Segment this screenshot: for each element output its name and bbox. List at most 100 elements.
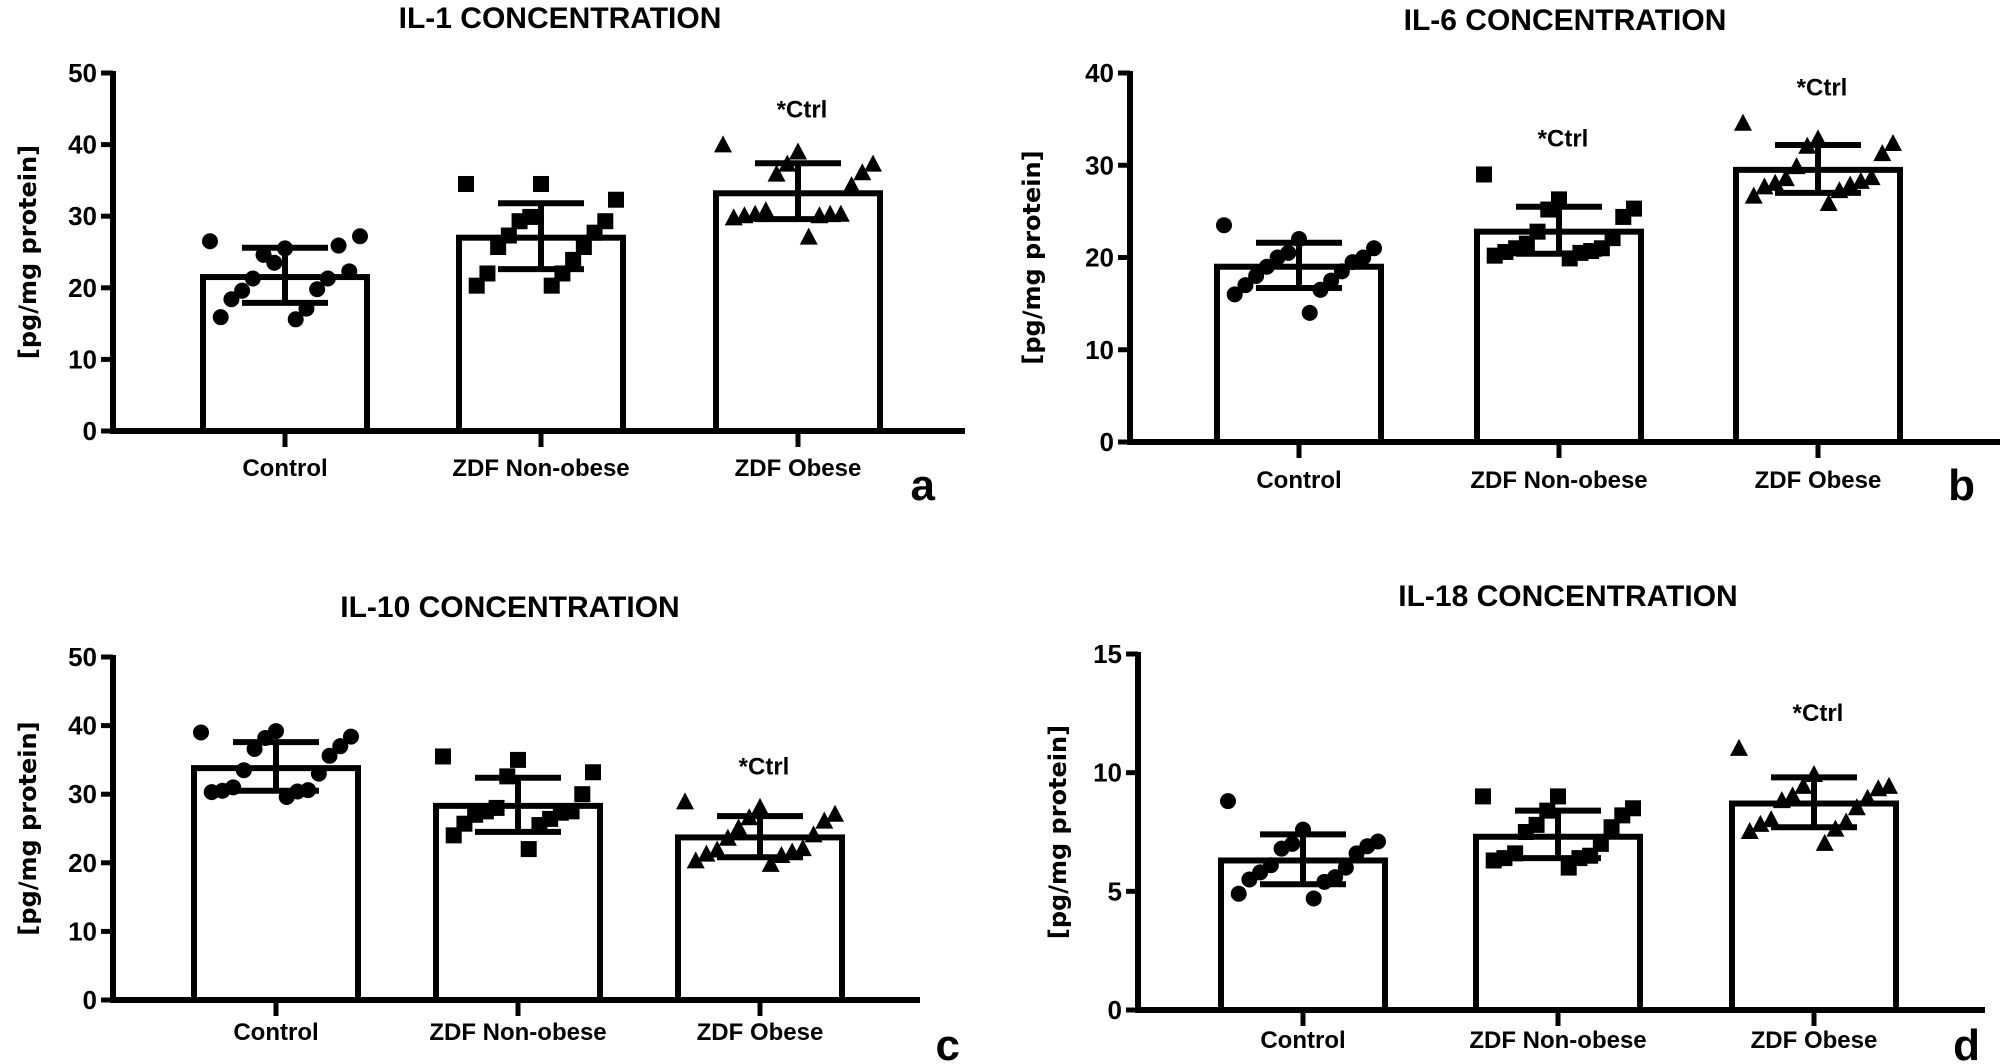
data-point-square: [543, 277, 560, 294]
data-point-square: [574, 786, 591, 803]
data-point-circle: [223, 291, 240, 308]
data-point-square: [1486, 247, 1503, 264]
data-point-triangle: [842, 176, 861, 194]
data-point-triangle: [724, 208, 743, 226]
data-point-triangle: [864, 154, 882, 172]
data-point-circle: [321, 747, 338, 764]
data-point-square: [445, 827, 462, 844]
data-point-square: [565, 251, 582, 268]
data-point-triangle: [761, 854, 780, 872]
y-tick-label: 10: [68, 344, 97, 374]
y-tick-label: 20: [68, 848, 97, 878]
bar: [191, 765, 361, 1004]
panel-c: IL-10 CONCENTRATION 0 10 20 30 40 50 [pg/mg pro…: [14, 591, 960, 1064]
data-point-circle: [319, 270, 336, 287]
data-point-triangle: [767, 164, 786, 182]
data-point-circle: [1258, 258, 1275, 275]
x-tick-label: Control: [1256, 467, 1341, 494]
data-point-triangle: [1783, 786, 1802, 804]
y-tick-label: 0: [1100, 427, 1114, 457]
data-point-circle: [309, 281, 326, 298]
bar: [1729, 800, 1899, 1014]
significance-annotation: *Ctrl: [739, 753, 790, 780]
y-tick-label: 40: [68, 130, 97, 160]
data-point-square: [490, 238, 507, 255]
data-point-square: [1475, 788, 1491, 805]
data-point-triangle: [815, 811, 834, 829]
significance-annotation: *Ctrl: [1538, 125, 1589, 152]
panel-a: IL-1 CONCENTRATION 0 10 20 30 40 50 [pg/mg prot…: [14, 2, 965, 510]
data-point-triangle: [708, 840, 727, 858]
data-point-square: [458, 175, 474, 192]
data-point-triangle: [804, 825, 823, 843]
data-point-circle: [1337, 859, 1354, 876]
data-point-triangle: [714, 135, 732, 153]
significance-annotation: *Ctrl: [1797, 75, 1848, 102]
data-point-triangle: [1794, 776, 1813, 794]
x-tick-label: ZDF Obese: [1755, 467, 1882, 494]
panel-letter: a: [911, 461, 936, 510]
data-point-triangle: [793, 839, 812, 857]
y-axis-label: [pg/mg protein]: [1018, 150, 1046, 364]
data-point-circle: [1344, 254, 1361, 271]
data-point-triangle: [1766, 173, 1785, 191]
panel-d: IL-18 CONCENTRATION 0 5 10 15 [pg/mg protein]…: [1044, 580, 1985, 1064]
y-axis-label: [pg/mg protein]: [14, 721, 42, 935]
data-point-square: [510, 751, 526, 768]
data-point-triangle: [1762, 810, 1781, 828]
data-point-square: [586, 224, 603, 241]
data-point-triangle: [1755, 177, 1774, 195]
data-point-circle: [1273, 840, 1290, 857]
x-tick-label: ZDF Obese: [735, 455, 862, 482]
data-point-square: [479, 265, 496, 282]
x-tick-label: Control: [242, 455, 327, 482]
x-tick-label: ZDF Non-obese: [452, 455, 629, 482]
data-point-circle: [203, 784, 220, 801]
data-point-triangle: [1734, 113, 1752, 131]
data-point-triangle: [1858, 788, 1877, 806]
data-point-triangle: [697, 844, 716, 862]
data-point-triangle: [853, 163, 872, 181]
data-point-square: [1550, 788, 1566, 805]
data-point-triangle: [1862, 168, 1881, 186]
data-point-square: [608, 191, 624, 208]
panel-letter: c: [936, 1021, 960, 1064]
y-tick-label: 10: [68, 916, 97, 946]
y-axis-label: [pg/mg protein]: [14, 145, 42, 359]
data-point-triangle: [1847, 798, 1866, 816]
data-point-triangle: [1819, 193, 1838, 211]
chart-title: IL-10 CONCENTRATION: [340, 591, 679, 624]
data-point-triangle: [756, 201, 775, 219]
data-point-square: [533, 175, 549, 192]
data-point-triangle: [686, 851, 705, 869]
y-tick-label: 20: [1085, 243, 1114, 273]
x-tick-label: ZDF Non-obese: [429, 1019, 606, 1046]
data-point-circle: [310, 765, 327, 782]
x-tick-label: ZDF Obese: [1751, 1027, 1878, 1054]
y-axis-label: [pg/mg protein]: [1044, 725, 1072, 939]
data-point-triangle: [735, 206, 754, 224]
data-point-circle: [287, 311, 304, 328]
data-point-circle: [1305, 890, 1322, 907]
data-point-triangle: [1841, 175, 1860, 193]
data-point-circle: [202, 233, 218, 250]
data-point-triangle: [1873, 144, 1892, 162]
data-point-circle: [1216, 217, 1232, 234]
y-tick-label: 5: [1108, 876, 1122, 906]
data-point-triangle: [1787, 157, 1806, 175]
data-point-circle: [1366, 240, 1382, 257]
data-point-circle: [352, 228, 368, 245]
data-point-triangle: [1772, 791, 1791, 809]
data-point-triangle: [751, 797, 769, 815]
data-point-circle: [341, 263, 358, 280]
data-point-square: [468, 277, 485, 294]
data-point-triangle: [1744, 186, 1763, 204]
data-point-circle: [212, 309, 229, 326]
y-tick-label: 0: [83, 985, 97, 1015]
data-point-triangle: [1740, 822, 1759, 839]
data-point-square: [435, 748, 451, 765]
data-point-square: [520, 841, 537, 858]
y-tick-label: 30: [68, 201, 97, 231]
data-point-triangle: [1880, 776, 1898, 794]
data-point-square: [575, 238, 592, 255]
